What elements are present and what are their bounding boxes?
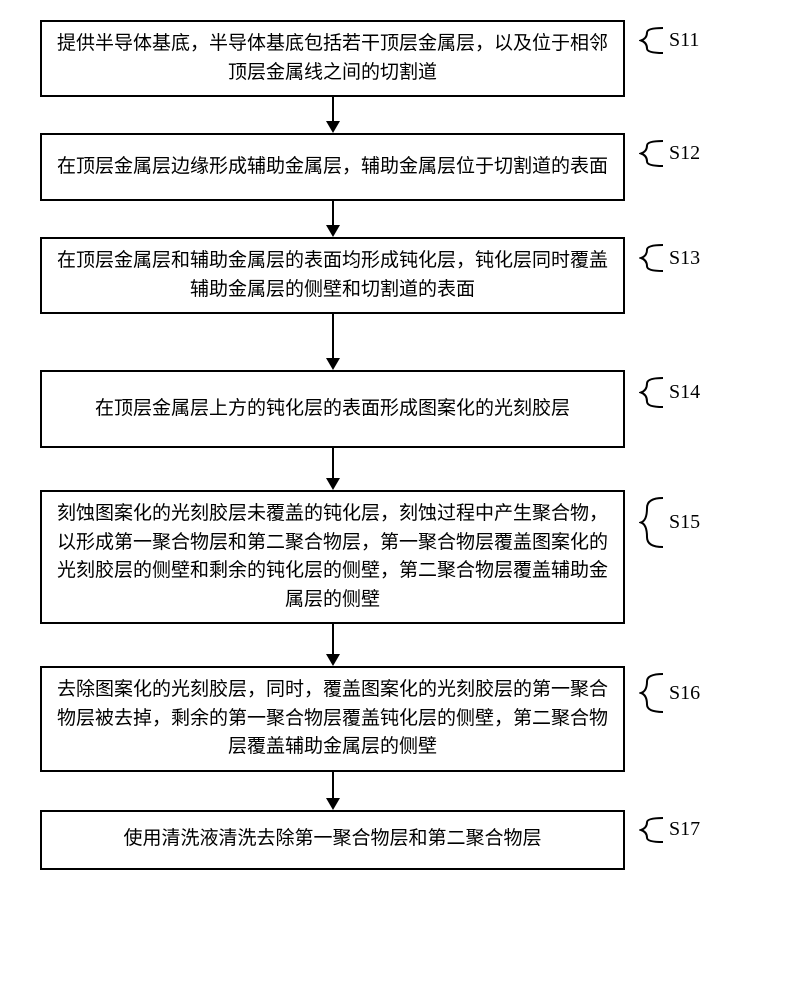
bracket-icon [639, 376, 663, 409]
step-text: 在顶层金属层上方的钝化层的表面形成图案化的光刻胶层 [95, 395, 570, 424]
step-label-s17: S17 [669, 818, 700, 841]
arrow-down-icon [40, 772, 625, 810]
step-row: 在顶层金属层上方的钝化层的表面形成图案化的光刻胶层 S14 [0, 370, 794, 448]
step-label-s11: S11 [669, 29, 699, 52]
step-box-s15: 刻蚀图案化的光刻胶层未覆盖的钝化层，刻蚀过程中产生聚合物，以形成第一聚合物层和第… [40, 490, 625, 624]
bracket-icon [639, 139, 663, 168]
step-label-s16: S16 [669, 682, 700, 705]
step-text: 在顶层金属层和辅助金属层的表面均形成钝化层，钝化层同时覆盖辅助金属层的侧壁和切割… [56, 247, 609, 304]
arrow-down-icon [40, 448, 625, 490]
arrow-down-icon [40, 97, 625, 133]
step-row: 刻蚀图案化的光刻胶层未覆盖的钝化层，刻蚀过程中产生聚合物，以形成第一聚合物层和第… [0, 490, 794, 624]
step-label-s15: S15 [669, 511, 700, 534]
bracket-icon [639, 496, 663, 549]
step-text: 去除图案化的光刻胶层，同时，覆盖图案化的光刻胶层的第一聚合物层被去掉，剩余的第一… [56, 676, 609, 762]
bracket-icon [639, 672, 663, 714]
step-text: 使用清洗液清洗去除第一聚合物层和第二聚合物层 [123, 825, 541, 854]
step-row: 在顶层金属层和辅助金属层的表面均形成钝化层，钝化层同时覆盖辅助金属层的侧壁和切割… [0, 237, 794, 314]
step-label-group: S12 [639, 139, 759, 168]
step-row: 去除图案化的光刻胶层，同时，覆盖图案化的光刻胶层的第一聚合物层被去掉，剩余的第一… [0, 666, 794, 772]
step-label-group: S17 [639, 816, 759, 844]
step-text: 刻蚀图案化的光刻胶层未覆盖的钝化层，刻蚀过程中产生聚合物，以形成第一聚合物层和第… [56, 500, 609, 614]
step-label-group: S14 [639, 376, 759, 409]
step-box-s12: 在顶层金属层边缘形成辅助金属层，辅助金属层位于切割道的表面 [40, 133, 625, 201]
step-text: 在顶层金属层边缘形成辅助金属层，辅助金属层位于切割道的表面 [57, 153, 608, 182]
step-box-s14: 在顶层金属层上方的钝化层的表面形成图案化的光刻胶层 [40, 370, 625, 448]
step-box-s17: 使用清洗液清洗去除第一聚合物层和第二聚合物层 [40, 810, 625, 870]
step-label-group: S11 [639, 26, 759, 55]
step-label-s13: S13 [669, 247, 700, 270]
bracket-icon [639, 816, 663, 844]
arrow-down-icon [40, 624, 625, 666]
arrow-down-icon [40, 201, 625, 237]
bracket-icon [639, 26, 663, 55]
step-row: 使用清洗液清洗去除第一聚合物层和第二聚合物层 S17 [0, 810, 794, 870]
step-box-s13: 在顶层金属层和辅助金属层的表面均形成钝化层，钝化层同时覆盖辅助金属层的侧壁和切割… [40, 237, 625, 314]
step-box-s11: 提供半导体基底，半导体基底包括若干顶层金属层，以及位于相邻顶层金属线之间的切割道 [40, 20, 625, 97]
flowchart: 提供半导体基底，半导体基底包括若干顶层金属层，以及位于相邻顶层金属线之间的切割道… [0, 0, 794, 870]
step-row: 提供半导体基底，半导体基底包括若干顶层金属层，以及位于相邻顶层金属线之间的切割道… [0, 20, 794, 97]
step-label-s14: S14 [669, 381, 700, 404]
step-box-s16: 去除图案化的光刻胶层，同时，覆盖图案化的光刻胶层的第一聚合物层被去掉，剩余的第一… [40, 666, 625, 772]
step-label-group: S16 [639, 672, 759, 714]
step-label-group: S15 [639, 496, 759, 549]
arrow-down-icon [40, 314, 625, 370]
step-label-s12: S12 [669, 142, 700, 165]
step-row: 在顶层金属层边缘形成辅助金属层，辅助金属层位于切割道的表面 S12 [0, 133, 794, 201]
step-label-group: S13 [639, 243, 759, 273]
step-text: 提供半导体基底，半导体基底包括若干顶层金属层，以及位于相邻顶层金属线之间的切割道 [56, 30, 609, 87]
bracket-icon [639, 243, 663, 273]
